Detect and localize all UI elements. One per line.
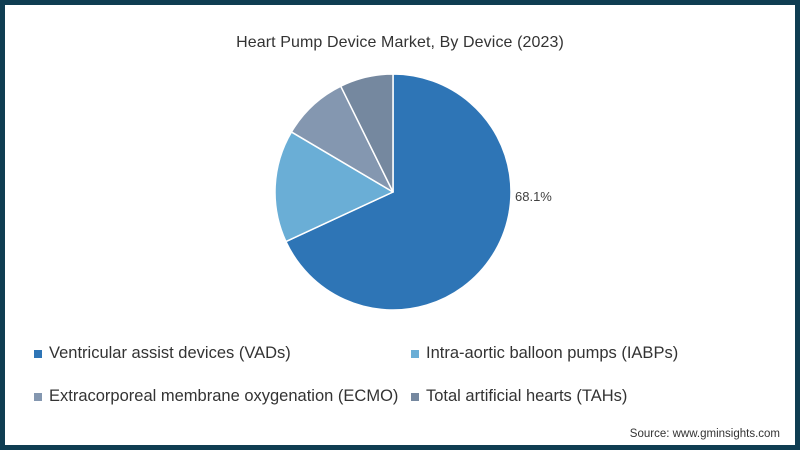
- legend-swatch-ecmo: [34, 392, 42, 401]
- legend-item-tahs: Total artificial hearts (TAHs): [411, 387, 627, 406]
- legend-swatch-tahs: [411, 392, 419, 401]
- chart-title: Heart Pump Device Market, By Device (202…: [236, 34, 564, 51]
- pie-slice-tahs: [340, 73, 394, 193]
- source-note: Source: www.gminsights.com: [629, 428, 780, 440]
- pie-slice-iabps: [274, 131, 394, 243]
- legend-item-ecmo: Extracorporeal membrane oxygenation (ECM…: [34, 387, 398, 406]
- legend-label-tahs: Total artificial hearts (TAHs): [426, 387, 628, 405]
- legend-swatch-iabps: [411, 349, 419, 358]
- pie-slice-vads: [285, 73, 512, 311]
- legend-label-vads: Ventricular assist devices (VADs): [49, 344, 291, 362]
- legend-item-iabps: Intra-aortic balloon pumps (IABPs): [411, 344, 678, 363]
- legend-swatch-vads: [34, 349, 42, 358]
- legend-label-ecmo: Extracorporeal membrane oxygenation (ECM…: [49, 387, 399, 405]
- vads-data-label: 68.1%: [515, 189, 552, 204]
- legend-item-vads: Ventricular assist devices (VADs): [34, 344, 291, 363]
- legend-label-iabps: Intra-aortic balloon pumps (IABPs): [426, 344, 679, 362]
- pie-slices: [274, 73, 512, 311]
